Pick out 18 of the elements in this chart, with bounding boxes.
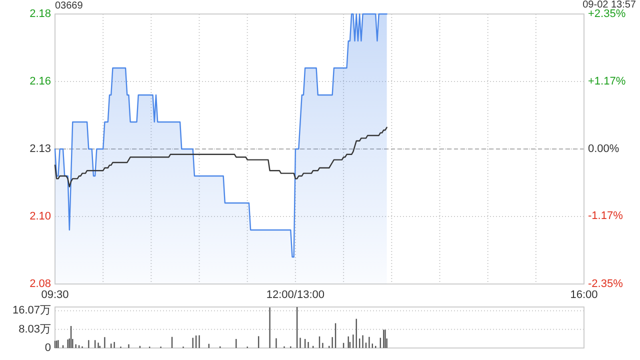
y-tick-label: 0: [44, 342, 51, 354]
y2-tick-label: 0.00%: [588, 142, 620, 155]
y2-tick-label: +1.17%: [588, 76, 626, 88]
x-tick-label: 12:00/13:00: [266, 288, 325, 301]
y-tick-label: 2.18: [30, 8, 51, 20]
y-tick-label: 2.10: [30, 210, 51, 222]
x-tick-label: 09:30: [41, 288, 69, 301]
y-tick-label: 2.08: [30, 278, 51, 290]
x-tick-label: 16:00: [570, 288, 598, 301]
y-tick-label: 2.16: [30, 75, 51, 88]
y-tick-label: 16.07万: [12, 304, 51, 317]
y2-tick-label: -1.17%: [588, 210, 624, 222]
line-series: [54, 126, 388, 188]
y2-tick-label: -2.35%: [588, 278, 624, 290]
y-tick-label: 2.13: [30, 142, 51, 155]
y-tick-label: 8.03万: [18, 323, 51, 336]
y2-tick-label: +2.35%: [588, 8, 626, 20]
chart-title: 03669: [55, 0, 84, 12]
